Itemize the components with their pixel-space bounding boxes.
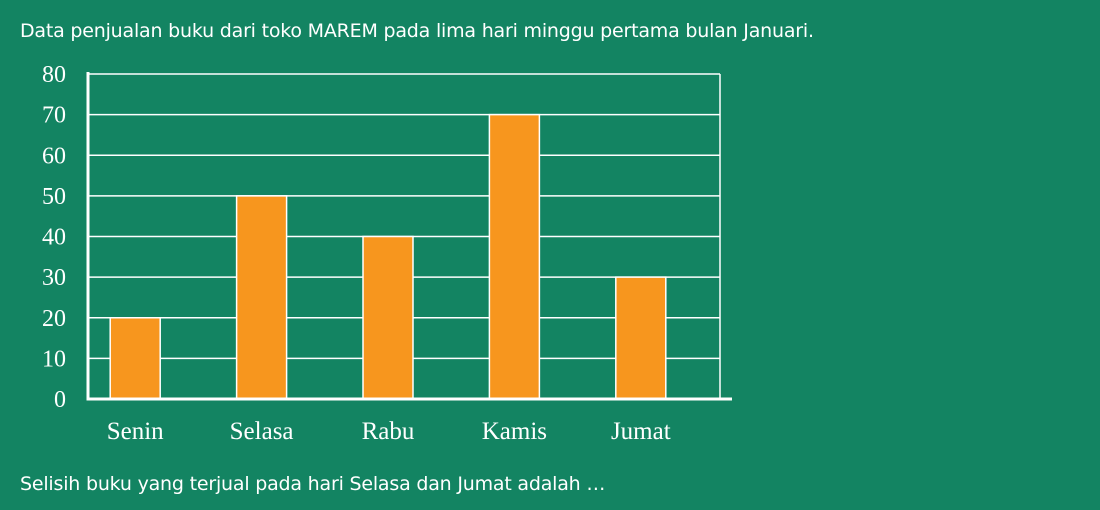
x-label-rabu: Rabu — [362, 418, 415, 445]
x-category-labels: Senin Selasa Rabu Kamis Jumat — [107, 418, 671, 445]
bar-rabu — [362, 235, 414, 400]
y-tick-labels: 0 10 20 30 40 50 60 70 80 — [42, 62, 66, 413]
y-tick-label-60: 60 — [42, 143, 66, 169]
y-tick-label-30: 30 — [42, 265, 66, 291]
bar-kamis — [488, 113, 541, 400]
axes — [86, 72, 732, 401]
y-tick-label-10: 10 — [42, 346, 66, 372]
y-tick-label-50: 50 — [42, 184, 66, 210]
bars — [109, 113, 667, 400]
bar-senin — [109, 317, 161, 400]
y-tick-label-70: 70 — [42, 103, 66, 129]
x-label-senin: Senin — [107, 418, 164, 445]
y-tick-label-0: 0 — [54, 387, 66, 413]
y-tick-label-20: 20 — [42, 306, 66, 332]
bar-selasa — [235, 195, 288, 400]
bar-jumat — [615, 276, 667, 400]
y-tick-label-80: 80 — [42, 62, 66, 88]
page-heading: Data penjualan buku dari toko MAREM pada… — [20, 20, 814, 42]
x-label-kamis: Kamis — [482, 418, 547, 445]
x-label-jumat: Jumat — [611, 418, 671, 445]
question-text: Selisih buku yang terjual pada hari Sela… — [20, 473, 606, 495]
y-tick-label-40: 40 — [42, 225, 66, 251]
x-label-selasa: Selasa — [230, 418, 294, 445]
